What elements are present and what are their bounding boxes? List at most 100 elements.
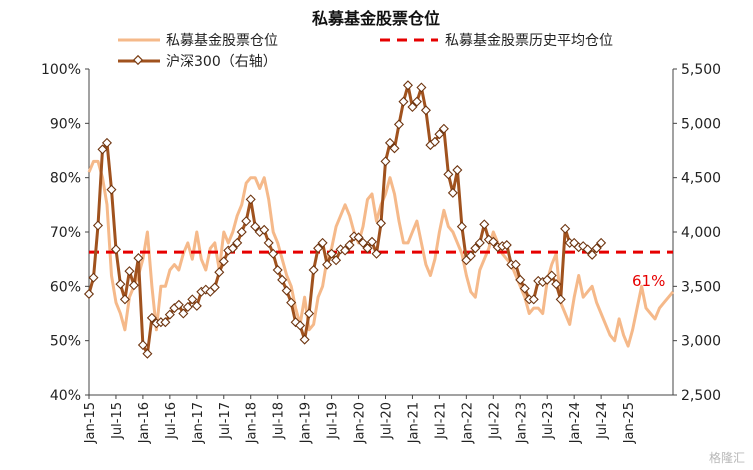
index-point [380, 156, 391, 167]
index-point [344, 240, 355, 251]
index-point [393, 119, 404, 130]
index-point [596, 237, 607, 248]
index-point [407, 102, 418, 113]
legend-label-position: 私募基金股票仓位 [166, 32, 278, 49]
index-point [326, 248, 337, 259]
x-tick-label: Jul-20 [379, 402, 394, 440]
index-point [191, 300, 202, 311]
x-tick-label: Jan-20 [353, 402, 368, 444]
index-point [304, 308, 315, 319]
x-tick-label: Jan-15 [83, 402, 98, 444]
index-point [313, 243, 324, 254]
x-tick-label: Jan-21 [406, 402, 421, 444]
series-layer [83, 80, 675, 359]
index-point [308, 265, 319, 276]
x-tick-label: Jul-16 [164, 402, 179, 440]
index-point [384, 137, 396, 148]
right-tick-label: 3,500 [681, 279, 721, 295]
legend: 私募基金股票仓位 私募基金股票历史平均仓位 沪深300（右轴） [118, 32, 613, 70]
index-point [501, 240, 512, 251]
index-point [434, 129, 445, 140]
x-tick-label: Jan-16 [137, 402, 152, 444]
left-tick-label: 80% [50, 171, 81, 187]
index-point [591, 243, 602, 254]
left-tick-label: 70% [50, 225, 81, 241]
index-point [164, 309, 175, 320]
index-point [465, 250, 476, 261]
index-point [263, 237, 274, 248]
index-point [209, 282, 220, 293]
x-tick-label: Jan-24 [568, 402, 583, 444]
axes: 40% 50% 60% 70% 80% 90% 100% 2,500 3,000 3,500 4,0… [41, 62, 721, 444]
left-tick-label: 60% [50, 279, 81, 295]
x-tick-label: Jul-21 [433, 402, 448, 440]
index-point [227, 243, 238, 254]
x-tick-label: Jul-18 [272, 402, 287, 440]
x-tick-label: Jan-22 [460, 402, 475, 444]
index-point [146, 312, 157, 323]
index-point [398, 96, 409, 107]
right-tick-label: 4,500 [681, 171, 721, 187]
index-point [286, 297, 297, 308]
index-point [281, 285, 292, 296]
left-tick-label: 50% [50, 334, 81, 350]
chart-title: 私募基金股票仓位 [312, 9, 440, 28]
index-point [528, 294, 539, 305]
index-point [456, 221, 467, 232]
index-point [340, 245, 351, 256]
index-point [119, 294, 130, 305]
index-point [555, 294, 566, 305]
index-point [92, 220, 104, 231]
legend-marker-index [132, 54, 144, 66]
legend-label-index: 沪深300（右轴） [166, 54, 277, 70]
x-tick-label: Jul-17 [218, 402, 233, 440]
index-point [178, 308, 189, 319]
index-point [142, 348, 153, 359]
index-point [182, 301, 193, 313]
index-point [322, 259, 333, 270]
index-point [88, 272, 99, 283]
right-tick-label: 4,000 [681, 225, 721, 241]
index-point [101, 137, 112, 148]
index-point [173, 299, 184, 310]
x-tick-label: Jul-23 [541, 402, 556, 440]
index-point [587, 249, 598, 260]
x-tick-label: Jan-17 [191, 402, 206, 444]
right-tick-label: 2,500 [681, 388, 721, 404]
index-point [510, 259, 521, 270]
index-point [295, 320, 306, 331]
watermark: 格隆汇 [708, 451, 745, 465]
index-point [479, 219, 490, 230]
index-point [551, 279, 562, 290]
x-tick-label: Jan-19 [299, 402, 314, 444]
index-point [447, 187, 458, 198]
x-tick-label: Jul-19 [326, 402, 341, 440]
index-point [375, 218, 387, 229]
index-point [411, 96, 422, 107]
index-point [106, 184, 117, 195]
index-point [560, 223, 571, 234]
average-label: 61% [632, 272, 665, 290]
index-point [416, 82, 427, 93]
index-point [443, 169, 454, 180]
index-point [241, 216, 252, 227]
index-point [438, 123, 449, 134]
index-point [245, 194, 256, 205]
index-point [299, 334, 310, 345]
index-point [470, 243, 481, 254]
index-point [97, 144, 108, 155]
left-tick-label: 90% [50, 116, 81, 132]
index-point [160, 317, 171, 328]
index-point [366, 236, 378, 247]
index-point [250, 221, 261, 232]
left-tick-label: 100% [41, 62, 81, 78]
index-point [429, 136, 440, 147]
index-point [371, 248, 382, 259]
index-point [187, 294, 198, 305]
index-point [236, 226, 247, 238]
index-point [115, 279, 126, 290]
index-point [214, 267, 225, 278]
x-tick-label: Jul-15 [110, 402, 125, 440]
right-tick-label: 5,000 [681, 116, 721, 132]
